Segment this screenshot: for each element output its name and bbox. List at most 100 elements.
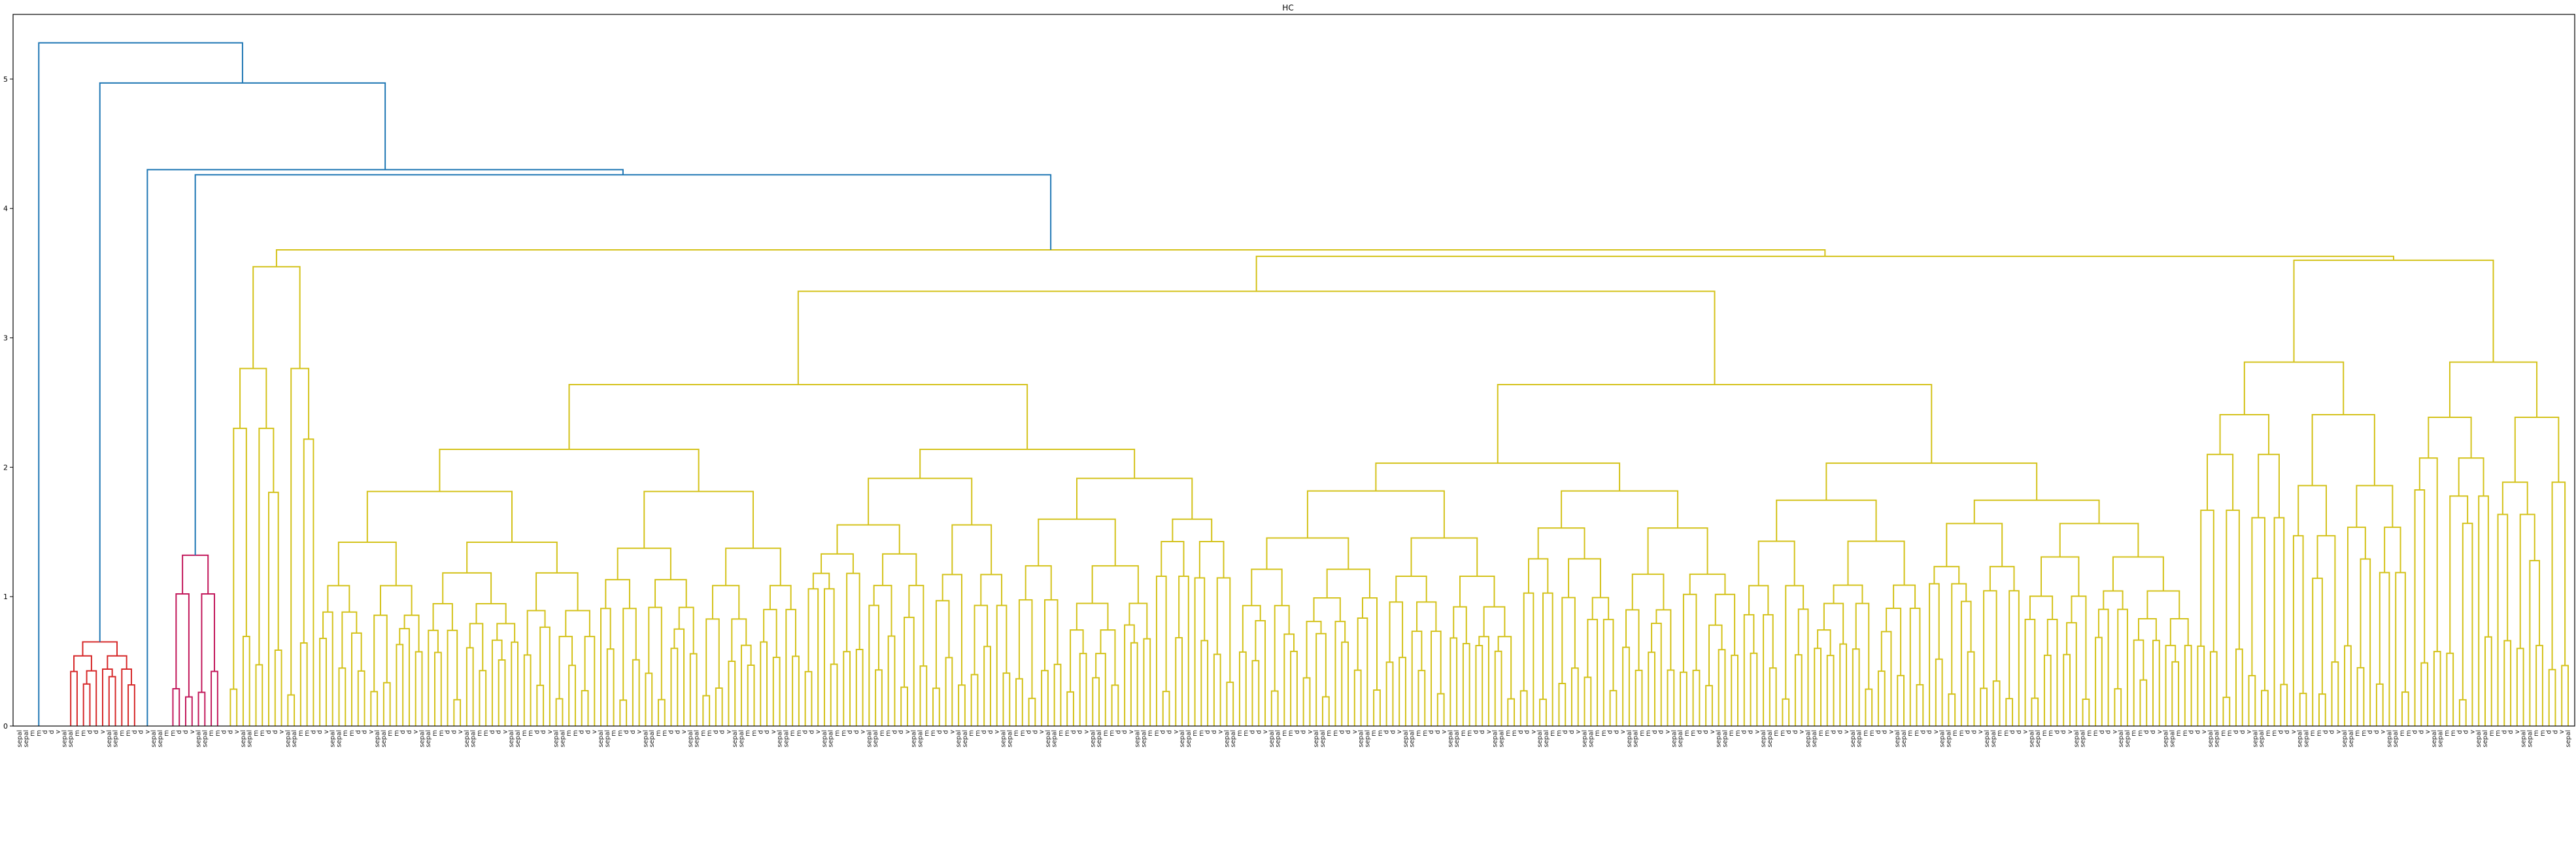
leaf-label: sepal bbox=[515, 730, 522, 748]
leaf-label: m bbox=[1914, 730, 1921, 736]
dendrogram-link bbox=[2384, 527, 2401, 573]
dendrogram-link bbox=[855, 649, 864, 726]
leaf-label: m bbox=[1370, 730, 1378, 736]
dendrogram-link bbox=[399, 628, 410, 726]
dendrogram-link bbox=[2514, 417, 2560, 483]
dendrogram-link bbox=[1655, 609, 1672, 670]
dendrogram-link bbox=[396, 644, 404, 726]
leaf-label: m bbox=[1728, 730, 1735, 736]
dendrogram-link bbox=[1111, 684, 1119, 726]
dendrogram-link bbox=[725, 547, 781, 586]
leaf-label: d bbox=[1166, 730, 1173, 734]
dendrogram-link bbox=[1128, 602, 1148, 639]
leaf-label: d bbox=[981, 730, 988, 734]
dendrogram-link bbox=[1647, 527, 1708, 574]
leaf-label: sepal bbox=[335, 730, 343, 748]
dendrogram-link bbox=[804, 670, 813, 726]
dendrogram-link bbox=[1043, 599, 1059, 671]
leaf-label: d bbox=[2329, 730, 2336, 734]
leaf-label: m bbox=[1102, 730, 1110, 736]
dendrogram-link bbox=[233, 427, 247, 689]
leaf-label: m bbox=[1466, 730, 1474, 736]
leaf-label: d bbox=[1786, 730, 1793, 734]
dendrogram-link bbox=[932, 687, 940, 726]
leaf-label: m bbox=[74, 730, 81, 736]
leaf-label: sepal bbox=[2520, 730, 2528, 748]
dendrogram-link bbox=[1475, 645, 1483, 726]
dendrogram-link bbox=[1091, 565, 1139, 604]
dendrogram-link bbox=[1794, 654, 1803, 726]
leaf-label: d bbox=[808, 730, 815, 734]
leaf-label: sepal bbox=[1402, 730, 1410, 748]
dendrogram-link bbox=[536, 684, 545, 726]
dendrogram-link bbox=[73, 655, 92, 672]
leaf-label: m bbox=[1555, 730, 1563, 736]
dendrogram-link bbox=[1865, 688, 1873, 726]
dendrogram-link bbox=[1714, 593, 1736, 655]
dendrogram-link bbox=[843, 651, 851, 726]
dendrogram-link bbox=[2292, 535, 2304, 726]
dendrogram-link bbox=[1025, 565, 1052, 600]
leaf-label: sepal bbox=[1492, 730, 1499, 748]
dendrogram-link bbox=[1290, 650, 1298, 726]
leaf-label: d bbox=[445, 730, 452, 734]
leaf-label: m bbox=[1243, 730, 1250, 736]
dendrogram-link bbox=[823, 588, 835, 726]
leaf-label: d bbox=[585, 730, 592, 734]
leaf-label: d bbox=[1389, 730, 1397, 734]
leaf-label: sepal bbox=[2035, 730, 2042, 748]
leaf-label: d bbox=[534, 730, 541, 734]
dendrogram-link bbox=[1951, 583, 1967, 695]
leaf-label: d bbox=[1077, 730, 1084, 734]
dendrogram-link bbox=[1855, 602, 1870, 689]
dendrogram-link bbox=[622, 608, 637, 701]
leaf-label: d bbox=[674, 730, 681, 734]
leaf-label: m bbox=[1236, 730, 1244, 736]
dendrogram-link bbox=[605, 579, 630, 609]
dendrogram-link bbox=[1306, 621, 1322, 678]
dendrogram-link bbox=[1708, 624, 1723, 686]
leaf-label: sepal bbox=[1453, 730, 1461, 748]
leaf-label: v bbox=[2469, 730, 2476, 734]
leaf-label: d bbox=[1249, 730, 1256, 734]
leaf-label: m bbox=[2354, 730, 2362, 736]
dendrogram-link bbox=[2152, 640, 2160, 726]
leaf-label: sepal bbox=[1140, 730, 1147, 748]
dendrogram-link bbox=[2133, 639, 2144, 726]
leaf-label: m bbox=[1153, 730, 1161, 736]
dendrogram-link bbox=[1933, 566, 1960, 584]
leaf-label: m bbox=[1377, 730, 1384, 736]
leaf-label: d bbox=[1562, 730, 1569, 734]
leaf-label: d bbox=[1696, 730, 1703, 734]
dendrogram-link bbox=[1095, 653, 1106, 726]
dendrogram-link bbox=[2375, 683, 2384, 726]
dendrogram-link bbox=[432, 603, 453, 631]
dendrogram-link bbox=[2219, 413, 2270, 455]
leaf-label: v bbox=[413, 730, 420, 734]
dendrogram-link bbox=[1015, 678, 1023, 726]
leaf-label: m bbox=[169, 730, 177, 736]
leaf-label: d bbox=[496, 730, 503, 734]
dendrogram-link bbox=[1038, 518, 1116, 566]
dendrogram-link bbox=[1251, 660, 1260, 726]
dendrogram-link bbox=[1769, 667, 1777, 726]
dendrogram-link bbox=[600, 608, 611, 726]
leaf-label: m bbox=[1869, 730, 1876, 736]
dendrogram-link bbox=[2097, 608, 2109, 726]
leaf-label: m bbox=[528, 730, 535, 736]
dendrogram-link bbox=[255, 664, 263, 726]
dendrogram-link bbox=[338, 667, 347, 726]
upper-link bbox=[194, 174, 1052, 555]
dendrogram-link bbox=[900, 686, 908, 726]
dendrogram-link bbox=[322, 611, 333, 726]
leaf-label: sepal bbox=[553, 730, 560, 748]
leaf-label: m bbox=[1779, 730, 1786, 736]
leaf-label: m bbox=[2003, 730, 2010, 736]
dendrogram-link bbox=[1143, 638, 1151, 726]
dendrogram-link bbox=[974, 604, 989, 675]
dendrogram-link bbox=[2356, 667, 2365, 726]
dendrogram-link bbox=[670, 648, 679, 726]
leaf-label: d bbox=[1926, 730, 1933, 734]
leaf-label: m bbox=[80, 730, 88, 736]
dendrogram-link bbox=[1847, 540, 1905, 585]
